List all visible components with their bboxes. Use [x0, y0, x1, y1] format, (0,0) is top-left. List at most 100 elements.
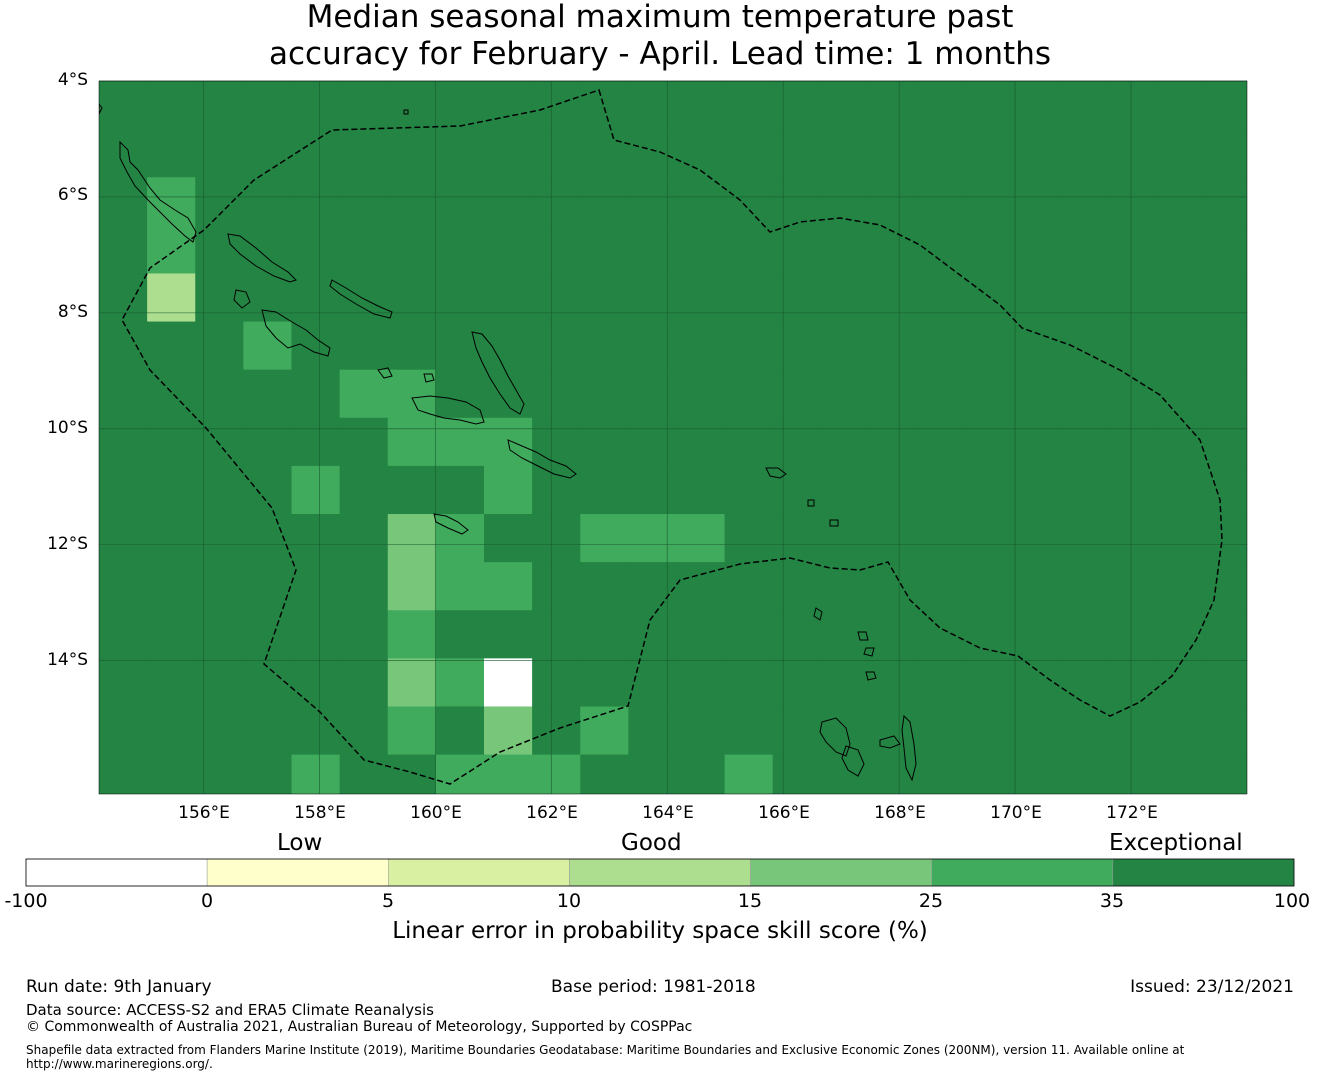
grid-cell: [917, 465, 966, 515]
grid-cell: [724, 273, 774, 323]
grid-cell: [724, 225, 774, 275]
grid-cell: [676, 417, 726, 467]
grid-cell: [483, 610, 533, 659]
grid-cell: [483, 562, 533, 611]
grid-cell: [772, 754, 822, 794]
grid-cell: [1205, 369, 1247, 419]
grid-cell: [387, 177, 437, 226]
grid-cell: [580, 706, 629, 756]
grid-cell: [1205, 321, 1247, 371]
grid-cell: [1061, 465, 1111, 515]
grid-cell: [483, 81, 533, 130]
colorbar-tick: -100: [4, 890, 48, 912]
grid-cell: [1157, 465, 1207, 515]
grid-cell: [1254, 273, 1303, 322]
grid-cell: [387, 225, 437, 275]
grid-cell: [676, 610, 726, 659]
grid-cell: [147, 465, 196, 515]
grid-cell: [772, 369, 822, 419]
grid-cell: [772, 129, 822, 178]
grid-cell: [99, 81, 148, 130]
coastline-ontong-java: [403, 109, 409, 115]
grid-cell: [628, 225, 678, 275]
category-low: Low: [277, 830, 323, 856]
grid-cell: [1061, 658, 1111, 708]
grid-cell: [1013, 610, 1063, 659]
grid-cell: [772, 321, 822, 371]
coastline-russell: [377, 367, 393, 379]
grid-cell: [868, 706, 918, 756]
grid-cell: [195, 225, 244, 275]
colorbar-swatch: [1112, 858, 1295, 887]
grid-cell: [1157, 225, 1207, 275]
grid-cell: [1061, 562, 1111, 611]
grid-cell: [435, 321, 485, 371]
grid-cell: [1157, 369, 1207, 419]
grid-cell: [724, 610, 774, 659]
grid-cell: [917, 514, 966, 563]
colorbar-tick: 35: [1099, 890, 1125, 912]
grid-cell: [291, 658, 341, 708]
grid-cell: [339, 754, 389, 794]
colorbar-swatch: [25, 858, 208, 887]
grid-cell: [435, 658, 485, 708]
grid-cell: [195, 658, 244, 708]
map-frame: [98, 80, 1248, 795]
grid-cell: [435, 610, 485, 659]
grid-cell: [532, 562, 581, 611]
grid-cell: [1157, 658, 1207, 708]
colorbar: [25, 858, 1295, 887]
grid-cell: [1254, 129, 1303, 178]
grid-cell: [243, 754, 293, 794]
grid-cell: [628, 417, 678, 467]
grid-cell: [291, 177, 341, 226]
grid-cell: [628, 610, 678, 659]
coastline-banks: [857, 631, 875, 657]
grid-cell: [1013, 562, 1063, 611]
grid-cell: [243, 610, 293, 659]
lon-label-170e: 170°E: [990, 803, 1042, 823]
grid-cell: [820, 225, 870, 275]
grid-cell: [917, 417, 966, 467]
grid-cell: [147, 417, 196, 467]
grid-cell: [965, 369, 1014, 419]
grid-cell: [339, 177, 389, 226]
grid-cell: [820, 514, 870, 563]
grid-cell: [243, 369, 293, 419]
copyright: © Commonwealth of Australia 2021, Austra…: [26, 1019, 693, 1035]
grid-cell: [676, 754, 726, 794]
grid-cell: [339, 562, 389, 611]
grid-cell: [1205, 225, 1247, 275]
grid-cell: [965, 225, 1014, 275]
grid-cell: [532, 369, 581, 419]
grid-cell: [532, 417, 581, 467]
grid-cell: [580, 465, 629, 515]
grid-cell: [147, 514, 196, 563]
grid-cell: [387, 706, 437, 756]
grid-cell: [580, 562, 629, 611]
lat-label-14s: 14°S: [47, 650, 88, 670]
grid-cell: [1254, 803, 1303, 852]
grid-cell: [1157, 754, 1207, 794]
grid-cell: [435, 706, 485, 756]
grid-cell: [1013, 706, 1063, 756]
grid-cell: [532, 225, 581, 275]
grid-cell: [772, 417, 822, 467]
grid-cell: [628, 273, 678, 323]
grid-cell: [868, 417, 918, 467]
grid-cell: [339, 273, 389, 323]
grid-cell: [435, 369, 485, 419]
grid-cell: [917, 562, 966, 611]
grid-cell: [291, 417, 341, 467]
grid-cell: [99, 610, 148, 659]
grid-cell: [339, 658, 389, 708]
grid-cell: [580, 129, 629, 178]
grid-cell: [1205, 465, 1247, 515]
coastline-maewo: [879, 735, 901, 749]
grid-cell: [917, 225, 966, 275]
grid-cell: [676, 369, 726, 419]
grid-cell: [483, 225, 533, 275]
grid-cell: [147, 369, 196, 419]
grid-cell: [387, 658, 437, 708]
grid-cell: [1205, 610, 1247, 659]
